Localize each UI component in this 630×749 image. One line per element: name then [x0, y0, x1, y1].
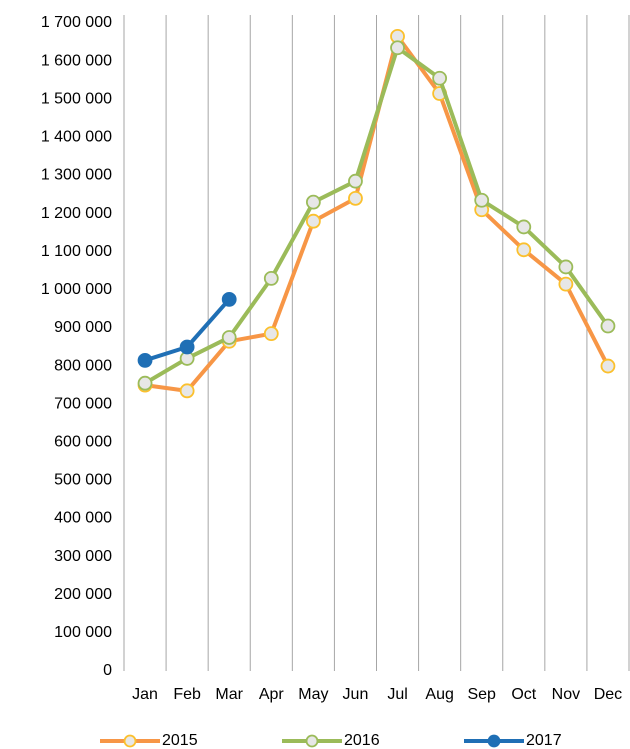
y-tick-label: 400 000	[54, 510, 112, 527]
y-tick-label: 200 000	[54, 586, 112, 603]
y-tick-label: 1 300 000	[41, 167, 112, 184]
point-marker	[179, 339, 195, 355]
x-tick-label: Mar	[215, 686, 243, 703]
point-marker	[600, 358, 616, 374]
x-tick-label: Jun	[343, 686, 369, 703]
point-marker	[348, 190, 363, 206]
point-marker	[137, 352, 153, 368]
y-tick-label: 500 000	[54, 472, 112, 489]
y-tick-label: 100 000	[54, 624, 112, 641]
y-tick-label: 300 000	[54, 548, 112, 565]
y-tick-label: 1 200 000	[41, 205, 112, 222]
x-tick-label: Dec	[594, 686, 622, 703]
point-marker	[558, 276, 574, 292]
legend-label: 2017	[526, 732, 562, 749]
point-marker	[179, 383, 195, 399]
point-marker	[390, 40, 405, 56]
legend-label: 2015	[162, 732, 198, 749]
point-marker	[558, 259, 574, 275]
y-tick-label: 700 000	[54, 395, 112, 412]
legend-marker	[487, 734, 501, 748]
x-tick-label: Sep	[467, 686, 496, 703]
y-tick-label: 900 000	[54, 319, 112, 336]
point-marker	[221, 330, 237, 345]
legend-label: 2016	[344, 732, 380, 749]
point-marker	[221, 291, 237, 307]
x-tick-label: Feb	[173, 686, 201, 703]
point-marker	[516, 219, 532, 235]
x-tick-label: Jan	[132, 686, 158, 703]
y-tick-label: 1 600 000	[41, 52, 112, 69]
point-marker	[600, 318, 616, 334]
y-tick-label: 0	[103, 662, 112, 679]
point-marker	[305, 213, 321, 229]
y-tick-label: 1 000 000	[41, 281, 112, 298]
point-marker	[432, 70, 448, 86]
x-tick-label: May	[298, 686, 328, 703]
x-tick-label: Oct	[511, 686, 536, 703]
point-marker	[263, 270, 279, 286]
legend-marker	[123, 734, 137, 748]
x-tick-label: Aug	[425, 686, 453, 703]
y-tick-label: 1 100 000	[41, 243, 112, 260]
y-tick-label: 800 000	[54, 357, 112, 374]
x-tick-label: Jul	[387, 686, 407, 703]
legend-marker	[305, 734, 319, 748]
y-tick-label: 1 500 000	[41, 90, 112, 107]
series-line	[144, 45, 610, 385]
point-marker	[263, 326, 279, 342]
x-tick-label: Nov	[552, 686, 580, 703]
point-marker	[474, 192, 490, 208]
y-tick-label: 1 700 000	[41, 14, 112, 31]
y-tick-label: 600 000	[54, 434, 112, 451]
point-marker	[305, 194, 321, 210]
point-marker	[137, 375, 153, 391]
point-marker	[348, 173, 363, 189]
point-marker	[516, 242, 532, 258]
y-tick-label: 1 400 000	[41, 129, 112, 146]
x-tick-label: Apr	[259, 686, 285, 703]
